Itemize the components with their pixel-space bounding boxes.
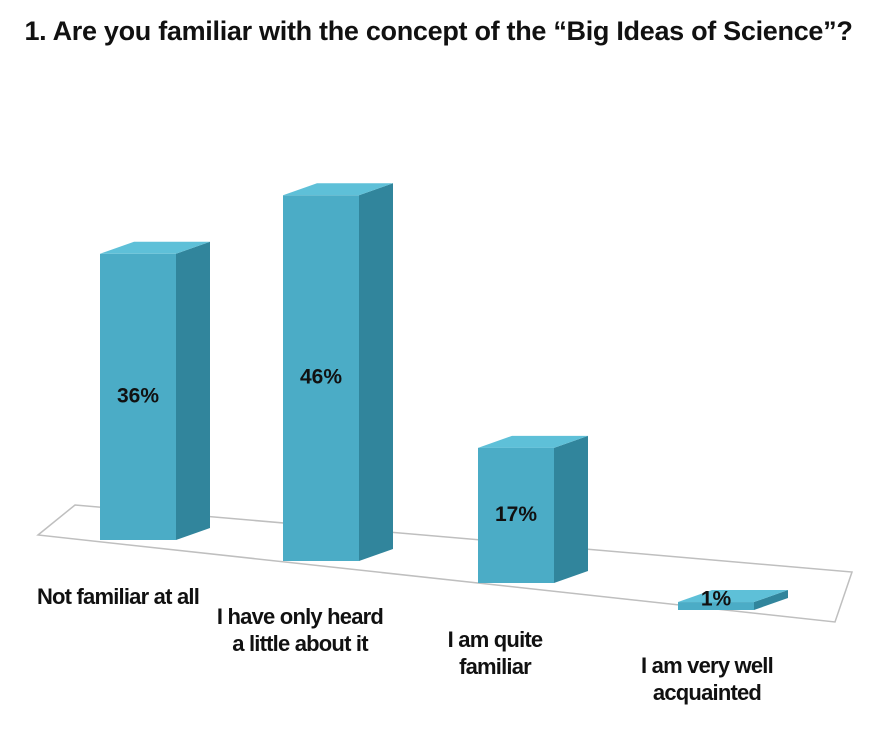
bar (478, 447, 554, 583)
value-label: 36% (117, 384, 159, 407)
value-label: 17% (495, 503, 537, 526)
bars: 36% 46% 17% 1% (100, 183, 788, 611)
category-label: I am quite familiar (447, 627, 543, 679)
bar-top (478, 435, 588, 448)
category-label: Not familiar at all (36, 584, 200, 609)
bar-top (100, 241, 210, 254)
bar-top (678, 590, 788, 603)
bar-side (176, 241, 210, 541)
category-label: I am very well acquainted (641, 653, 774, 705)
bar (678, 602, 754, 610)
bar (283, 195, 359, 562)
bar-top (283, 183, 393, 196)
bar (100, 253, 176, 541)
bar-side (359, 183, 393, 562)
floor (36, 504, 854, 623)
value-label: 1% (701, 588, 732, 611)
bar-side (754, 590, 788, 610)
value-label: 46% (300, 366, 342, 389)
category-label: I have only heard a little about it (216, 604, 384, 656)
bar-side (554, 435, 588, 583)
chart-title: 1. Are you familiar with the concept of … (24, 16, 853, 46)
